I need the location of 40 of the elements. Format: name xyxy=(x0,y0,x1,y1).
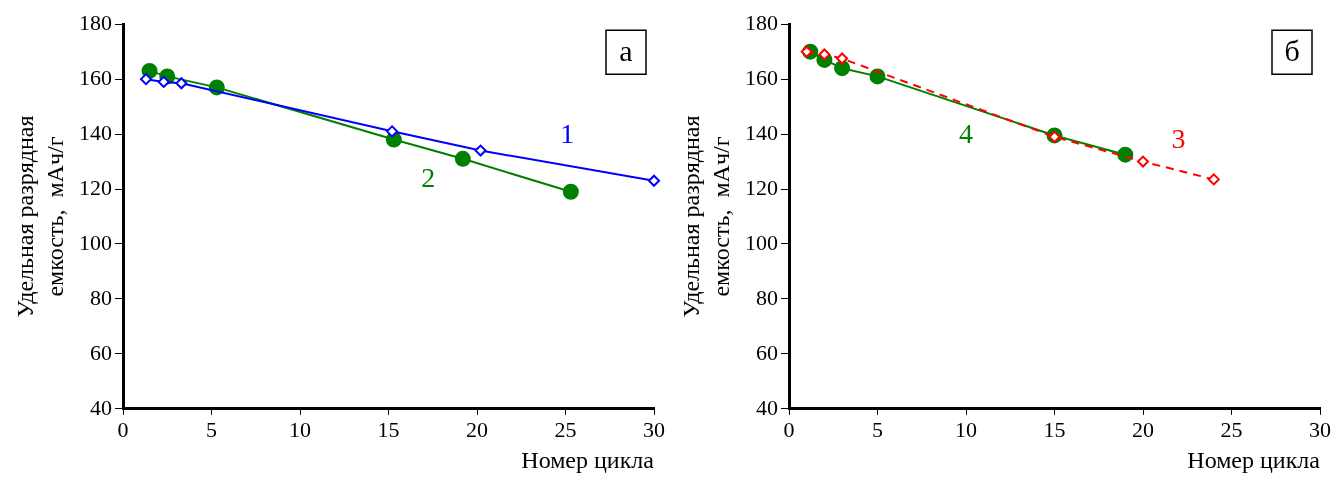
x-tick-label: 25 xyxy=(1220,416,1243,442)
y-tick-label: 160 xyxy=(79,64,112,90)
x-tick-label: 0 xyxy=(783,416,795,442)
series-label: 2 xyxy=(421,161,436,193)
y-tick-label: 100 xyxy=(79,229,112,255)
y-tick-label: 40 xyxy=(90,394,112,420)
y-tick-label: 80 xyxy=(756,284,778,310)
x-tick-label: 10 xyxy=(955,416,977,442)
x-tick-label: 15 xyxy=(377,416,400,442)
y-axis-title: Удельная разрядная емкость, мАч/г xyxy=(678,115,735,318)
y-tick-label: 40 xyxy=(756,394,778,420)
y-tick-label: 100 xyxy=(745,229,778,255)
x-axis-title: Номер цикла xyxy=(521,446,655,473)
y-axis-title: Удельная разрядная емкость, мАч/г xyxy=(12,115,69,318)
x-tick-label: 20 xyxy=(466,416,488,442)
y-tick-label: 120 xyxy=(745,174,778,200)
chart-title: б xyxy=(1284,34,1300,68)
x-tick-label: 20 xyxy=(1132,416,1154,442)
x-tick-label: 5 xyxy=(872,416,883,442)
y-tick-label: 140 xyxy=(79,119,112,145)
x-tick-label: 25 xyxy=(554,416,577,442)
x-tick-label: 30 xyxy=(643,416,665,442)
y-tick-label: 180 xyxy=(79,9,112,35)
x-tick-label: 15 xyxy=(1043,416,1066,442)
x-tick-label: 5 xyxy=(206,416,217,442)
series-label: 4 xyxy=(959,118,973,150)
y-tick-label: 60 xyxy=(756,339,778,365)
x-tick-label: 10 xyxy=(289,416,311,442)
series-label: 1 xyxy=(560,118,575,150)
y-tick-label: 160 xyxy=(745,64,778,90)
x-tick-label: 0 xyxy=(117,416,129,442)
y-tick-label: 120 xyxy=(79,174,112,200)
y-tick-label: 180 xyxy=(745,9,778,35)
chart-title: а xyxy=(619,34,633,68)
y-tick-label: 140 xyxy=(745,119,778,145)
y-tick-label: 60 xyxy=(90,339,112,365)
x-axis-title: Номер цикла xyxy=(1187,446,1321,473)
y-tick-label: 80 xyxy=(90,284,112,310)
x-tick-label: 30 xyxy=(1309,416,1331,442)
series-label: 3 xyxy=(1171,122,1186,154)
